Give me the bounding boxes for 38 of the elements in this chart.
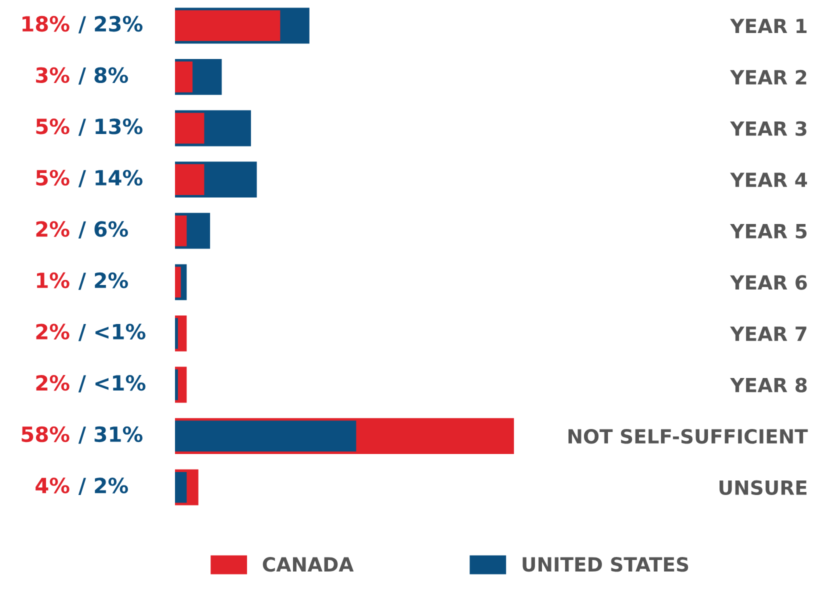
y-tick-label: YEAR 6: [730, 275, 807, 290]
y-tick-label: YEAR 3: [730, 121, 806, 136]
y-tick-label: YEAR 5: [730, 224, 807, 239]
data-label: / 6%: [78, 221, 128, 239]
y-tick-label: YEAR 8: [730, 378, 807, 392]
y-tick-label: UNSURE: [720, 480, 806, 496]
bar: [175, 266, 181, 298]
legend-label: UNITED STATES: [522, 557, 688, 572]
y-tick-label: NOT SELF-SUFFICIENT: [568, 429, 808, 444]
data-label: 18%: [22, 16, 70, 32]
data-label: 1%: [37, 272, 70, 288]
data-label: / 23%: [78, 16, 142, 34]
bar: [175, 164, 204, 195]
data-label: / 13%: [78, 118, 142, 136]
data-label: 2%: [36, 324, 70, 340]
data-label: / 14%: [78, 170, 142, 188]
data-label: 2%: [36, 221, 70, 237]
y-tick-label: YEAR 7: [730, 326, 806, 341]
data-label: / 2%: [78, 272, 128, 290]
bar: [175, 215, 187, 246]
data-label: / <1%: [78, 324, 146, 342]
bar: [175, 10, 280, 42]
data-label: / 2%: [78, 478, 128, 496]
data-label: 4%: [36, 478, 70, 494]
data-label: / <1%: [78, 375, 146, 392]
y-tick-label: YEAR 1: [730, 18, 807, 34]
y-tick-label: YEAR 4: [730, 172, 807, 187]
bar: [175, 62, 193, 92]
legend-label: CANADA: [262, 557, 354, 572]
data-label: 2%: [36, 375, 70, 391]
data-label: 58%: [22, 426, 70, 442]
data-label: 3%: [36, 67, 70, 83]
data-label: / 31%: [78, 426, 142, 444]
data-label: 5%: [36, 118, 70, 134]
data-label: / 8%: [78, 67, 128, 85]
bar: [175, 112, 204, 144]
data-label: 5%: [36, 170, 70, 186]
y-tick-label: YEAR 2: [730, 70, 806, 84]
